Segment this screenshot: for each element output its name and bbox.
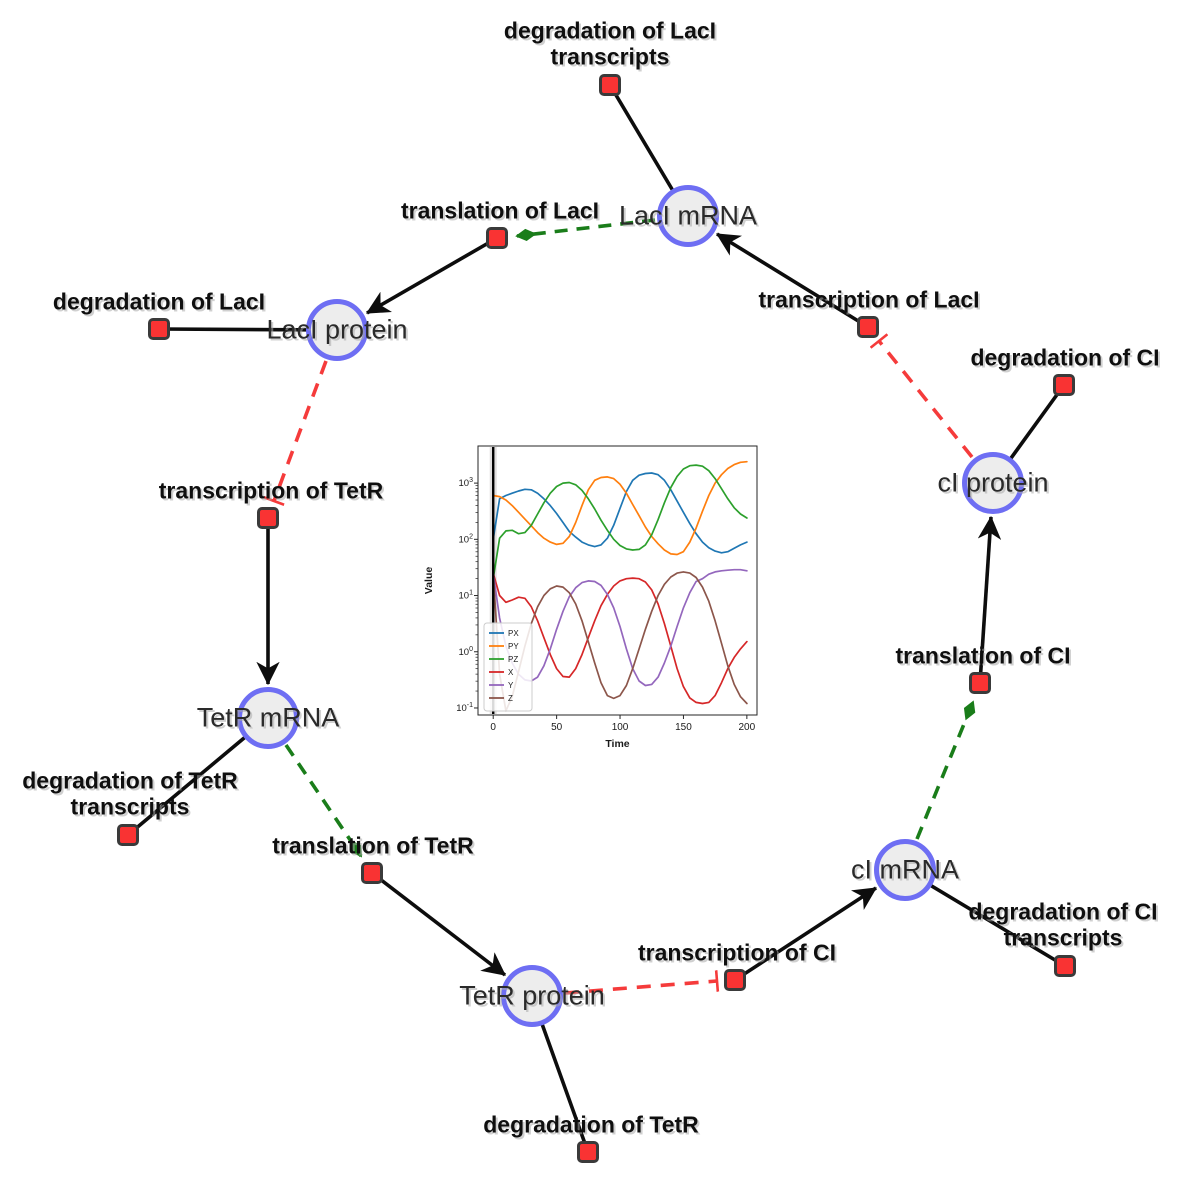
edge-ci-protein-inhibits-transcription-of-laci: [869, 333, 974, 459]
y-tick-label: 103: [459, 477, 474, 489]
reaction-label-transcription-of-tetr: transcription of TetR: [158, 477, 384, 504]
x-tick-label: 50: [551, 722, 563, 733]
reaction-label-degradation-of-laci: degradation of LacI: [52, 288, 266, 315]
reaction-node-translation-of-laci[interactable]: [486, 227, 508, 249]
species-label-ci-protein: cI protein: [937, 467, 1049, 498]
edge-translation-of-laci-to-laci-protein: [365, 236, 498, 315]
x-tick-label: 0: [490, 722, 496, 733]
reaction-label-transcription-of-laci: transcription of LacI: [758, 286, 980, 313]
edge-translation-of-ci-to-ci-protein: [977, 515, 1002, 684]
reaction-node-translation-of-tetr[interactable]: [361, 862, 383, 884]
legend-label-px: PX: [508, 629, 519, 638]
species-node-tetr-protein[interactable]: [501, 965, 563, 1027]
reaction-label-degradation-of-ci: degradation of CI: [970, 344, 1160, 371]
species-label-tetr-mrna: TetR mRNA: [196, 702, 340, 733]
reaction-node-degradation-of-tetr[interactable]: [577, 1141, 599, 1163]
edge-ci-mrna-to-degradation-of-ci-transcripts: [903, 868, 1067, 968]
reaction-label-degradation-of-tetr-transcripts: degradation of TetR transcripts: [22, 767, 238, 820]
species-node-laci-protein[interactable]: [306, 299, 368, 361]
reaction-label-transcription-of-ci: transcription of CI: [637, 939, 837, 966]
legend-label-z: Z: [508, 694, 513, 703]
reaction-node-degradation-of-laci-transcripts[interactable]: [599, 74, 621, 96]
species-label-laci-protein: LacI protein: [266, 314, 408, 345]
y-tick-label: 10-1: [456, 702, 473, 714]
species-node-ci-protein[interactable]: [962, 452, 1024, 514]
species-label-laci-mrna: LacI mRNA: [618, 200, 758, 231]
legend-label-pz: PZ: [508, 655, 518, 664]
legend-label-y: Y: [508, 681, 514, 690]
species-label-ci-mrna: cI mRNA: [851, 854, 959, 885]
series-line-px: [492, 472, 748, 554]
legend-label-py: PY: [508, 642, 519, 651]
reaction-node-degradation-of-laci[interactable]: [148, 318, 170, 340]
reaction-label-translation-of-tetr: translation of TetR: [272, 832, 474, 859]
x-tick-label: 150: [675, 722, 692, 733]
edge-tetr-mrna-modifier-translation-of-tetr: [284, 743, 363, 858]
reaction-label-translation-of-laci: translation of LacI: [400, 197, 600, 224]
y-tick-label: 100: [459, 646, 474, 658]
species-node-ci-mrna[interactable]: [874, 839, 936, 901]
edge-laci-protein-inhibits-transcription-of-tetr: [263, 360, 328, 506]
x-tick-label: 200: [739, 722, 756, 733]
reaction-label-translation-of-ci: translation of CI: [895, 642, 1071, 669]
edge-laci-mrna-modifier-translation-of-laci: [515, 218, 656, 242]
reaction-node-degradation-of-ci-transcripts[interactable]: [1054, 955, 1076, 977]
series-line-x: [492, 572, 748, 705]
species-node-laci-mrna[interactable]: [657, 185, 719, 247]
edge-transcription-of-laci-to-laci-mrna: [716, 232, 869, 329]
x-tick-label: 100: [612, 722, 629, 733]
y-axis-label: Value: [423, 567, 435, 595]
edge-translation-of-tetr-to-tetr-protein: [370, 871, 507, 977]
series-line-y: [492, 568, 748, 687]
reaction-node-degradation-of-ci[interactable]: [1053, 374, 1075, 396]
y-tick-label: 102: [459, 533, 474, 545]
reaction-node-transcription-of-tetr[interactable]: [257, 507, 279, 529]
species-label-tetr-protein: TetR protein: [459, 980, 605, 1011]
reaction-label-degradation-of-ci-transcripts: degradation of CI transcripts: [968, 898, 1158, 951]
reaction-node-translation-of-ci[interactable]: [969, 672, 991, 694]
x-axis-label: Time: [605, 738, 629, 750]
simulation-plot: 0 50 100 150 200 10-1 100 101 102 103 Time Value PX P…: [420, 430, 770, 765]
edge-ci-mrna-modifier-translation-of-ci: [915, 700, 976, 840]
series-line-pz: [492, 464, 748, 580]
legend-box: [483, 622, 533, 712]
reaction-node-degradation-of-tetr-transcripts[interactable]: [117, 824, 139, 846]
series-line-py: [492, 460, 748, 556]
y-tick-label: 101: [459, 590, 474, 602]
series-line-z: [492, 571, 748, 712]
reaction-node-transcription-of-laci[interactable]: [857, 316, 879, 338]
species-node-tetr-mrna[interactable]: [237, 687, 299, 749]
edge-tetr-protein-inhibits-transcription-of-ci: [564, 970, 720, 995]
edge-transcription-of-ci-to-ci-mrna: [734, 886, 877, 982]
legend-label-x: X: [508, 668, 514, 677]
reaction-label-degradation-of-laci-transcripts: degradation of LacI transcripts: [503, 17, 717, 70]
reaction-node-transcription-of-ci[interactable]: [724, 969, 746, 991]
reaction-label-degradation-of-tetr: degradation of TetR: [483, 1111, 699, 1138]
